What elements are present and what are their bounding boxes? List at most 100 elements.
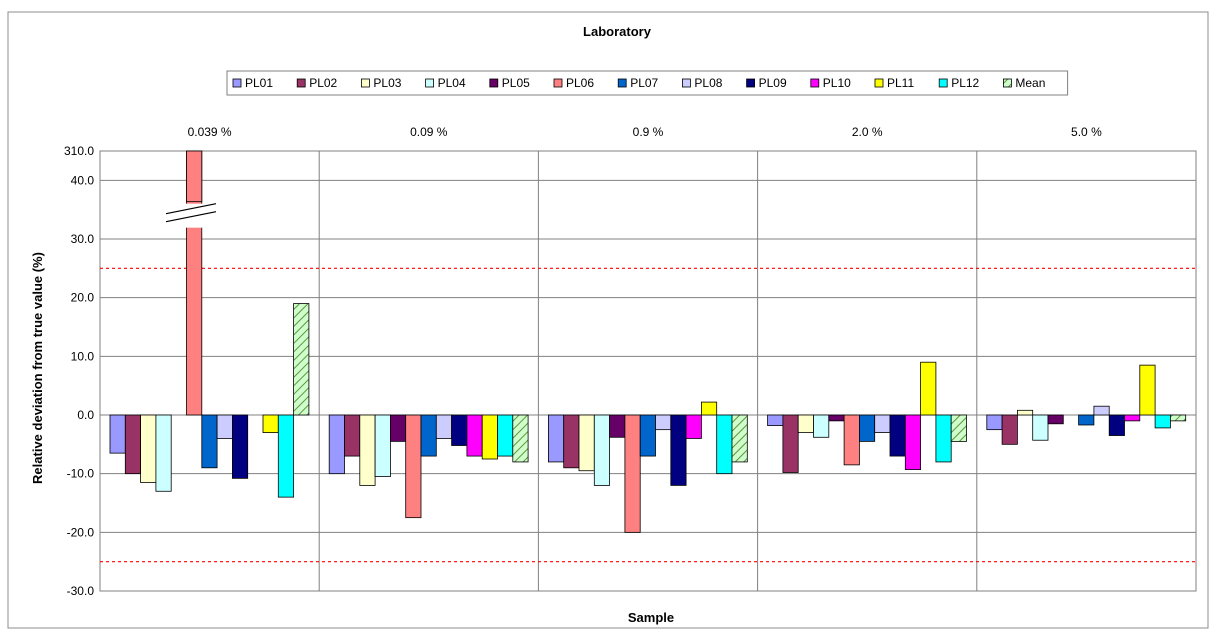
legend-swatch-pl01 xyxy=(232,78,242,88)
bar-mean xyxy=(1170,414,1187,422)
legend-label-pl08: PL08 xyxy=(694,76,722,90)
bar-mean xyxy=(293,303,310,416)
y-tick-label: -10.0 xyxy=(67,467,95,481)
y-tick-label: 40.0 xyxy=(71,173,95,187)
bar-pl01 xyxy=(109,414,126,454)
bar-pl03 xyxy=(1017,409,1034,416)
bar-mean xyxy=(512,414,529,463)
bar-pl11 xyxy=(262,414,279,434)
y-tick-label: 30.0 xyxy=(71,232,95,246)
bar-pl06 xyxy=(624,414,641,533)
bar-pl06 xyxy=(843,414,860,466)
bar-pl05 xyxy=(389,414,407,442)
bar-pl05 xyxy=(1047,414,1064,425)
legend-label-pl01: PL01 xyxy=(245,76,273,90)
axis-break-mark xyxy=(165,211,217,223)
legend-swatch-pl07 xyxy=(617,78,627,88)
legend-swatch-pl12 xyxy=(938,78,948,88)
legend-swatch-pl11 xyxy=(874,78,884,88)
axis-break-mark xyxy=(165,203,217,215)
legend-label-pl11: PL11 xyxy=(887,76,914,90)
bar-pl08 xyxy=(216,414,233,439)
bar-pl06 xyxy=(405,414,422,519)
bar-mean xyxy=(950,414,967,442)
bar-pl08 xyxy=(655,414,672,431)
bar-pl10 xyxy=(685,414,702,439)
legend-label-mean: Mean xyxy=(1015,76,1045,90)
bar-mean xyxy=(731,414,748,463)
bar-pl11 xyxy=(701,401,718,416)
bar-pl09 xyxy=(231,414,249,479)
bar-pl01 xyxy=(986,414,1003,431)
bar-pl09 xyxy=(451,414,468,446)
bar-pl12 xyxy=(277,414,294,498)
category-label: 2.0 % xyxy=(852,125,883,139)
bar-pl03 xyxy=(797,414,814,434)
legend-label-pl02: PL02 xyxy=(309,76,337,90)
bar-pl12 xyxy=(497,414,514,457)
bar-pl08 xyxy=(874,414,891,434)
bar-pl02 xyxy=(1001,414,1018,445)
legend-swatch-mean xyxy=(1003,78,1012,88)
y-tick-label-break: 310.0 xyxy=(64,144,94,158)
bar-pl09 xyxy=(1108,414,1125,436)
bar-pl10 xyxy=(1124,414,1141,422)
legend-label-pl04: PL04 xyxy=(438,76,466,90)
bar-pl06-top xyxy=(186,150,203,203)
bar-pl02 xyxy=(124,414,142,475)
y-tick-label: -30.0 xyxy=(67,584,95,598)
chart-title: Laboratory xyxy=(583,24,652,39)
category-label: 0.9 % xyxy=(633,125,664,139)
bar-pl04 xyxy=(813,414,830,438)
bar-pl11 xyxy=(481,414,498,460)
y-tick-label: 10.0 xyxy=(71,349,95,363)
legend-label-pl12: PL12 xyxy=(951,76,979,90)
legend-label-pl09: PL09 xyxy=(759,76,787,90)
bar-pl03 xyxy=(140,414,157,483)
bar-pl03 xyxy=(578,414,595,472)
bar-pl07 xyxy=(201,414,218,469)
y-axis-title: Relative deviation from true value (%) xyxy=(30,252,45,484)
bar-pl08 xyxy=(1093,405,1110,416)
bar-pl04 xyxy=(593,414,610,486)
bar-pl01 xyxy=(328,414,345,475)
y-tick-label: 0.0 xyxy=(77,408,94,422)
legend-label-pl10: PL10 xyxy=(823,76,851,90)
bar-pl09 xyxy=(670,414,687,486)
y-tick-label: 20.0 xyxy=(71,291,95,305)
bar-pl02 xyxy=(563,414,580,469)
bar-pl02 xyxy=(782,414,799,473)
bar-pl09 xyxy=(889,414,906,457)
bar-pl12 xyxy=(935,414,952,463)
legend-label-pl03: PL03 xyxy=(373,76,401,90)
legend-swatch-pl03 xyxy=(360,78,370,88)
bar-pl02 xyxy=(344,414,361,457)
bar-pl04 xyxy=(374,414,391,477)
bar-pl05 xyxy=(609,414,626,438)
bar-pl05 xyxy=(828,414,845,422)
legend-swatch-pl08 xyxy=(682,78,691,88)
bar-pl07 xyxy=(859,414,876,442)
legend-swatch-pl02 xyxy=(296,78,306,88)
bar-pl01 xyxy=(767,414,784,426)
bar-pl01 xyxy=(548,414,565,463)
bar-pl07 xyxy=(639,414,656,457)
legend-swatch-pl05 xyxy=(489,78,499,88)
bar-pl08 xyxy=(435,414,452,439)
category-label: 0.09 % xyxy=(410,125,448,139)
legend-label-pl07: PL07 xyxy=(630,76,658,90)
bar-pl12 xyxy=(1154,414,1171,429)
chart-frame xyxy=(7,11,1209,629)
category-label: 5.0 % xyxy=(1071,125,1102,139)
x-axis-title: Sample xyxy=(628,610,674,625)
bar-pl03 xyxy=(359,414,376,486)
bar-pl04 xyxy=(1032,414,1049,441)
bar-pl12 xyxy=(716,414,733,475)
legend-swatch-pl04 xyxy=(425,78,435,88)
bar-pl10 xyxy=(904,414,921,470)
bar-pl11 xyxy=(1139,364,1156,416)
bar-pl10 xyxy=(466,414,483,457)
y-tick-label: -20.0 xyxy=(67,525,95,539)
